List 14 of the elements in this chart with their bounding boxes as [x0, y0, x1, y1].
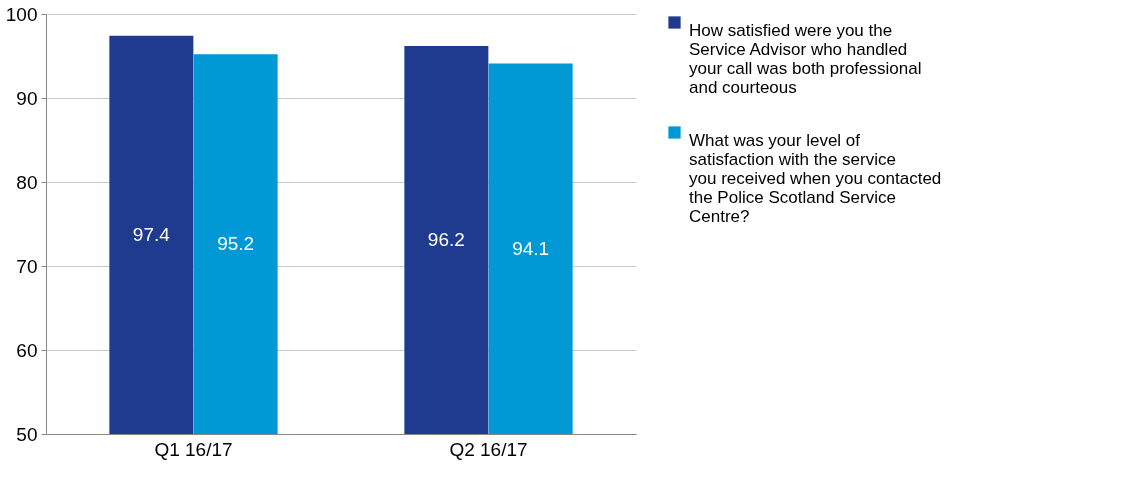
legend-label: What was your level of satisfaction with the service you received when you contacted the Police Scotland Service Centre? [689, 130, 942, 226]
y-tick-label: 60 [16, 339, 38, 361]
y-tick-label: 100 [5, 3, 38, 25]
data-label: 97.4 [132, 223, 171, 245]
y-tick-label: 50 [16, 423, 38, 445]
x-tick-label: Q1 16/17 [154, 438, 233, 460]
data-label: 95.2 [217, 233, 255, 255]
y-tick-label: 80 [16, 171, 38, 193]
y-tick-label: 90 [16, 87, 38, 109]
y-tick-label: 70 [16, 255, 38, 277]
x-tick-label: Q2 16/17 [449, 438, 528, 460]
data-label: 94.1 [512, 237, 550, 259]
legend-label: How satisfied were you the Service Advisor who handled your call was both professional and courteous [689, 20, 922, 97]
data-label: 96.2 [427, 228, 465, 250]
